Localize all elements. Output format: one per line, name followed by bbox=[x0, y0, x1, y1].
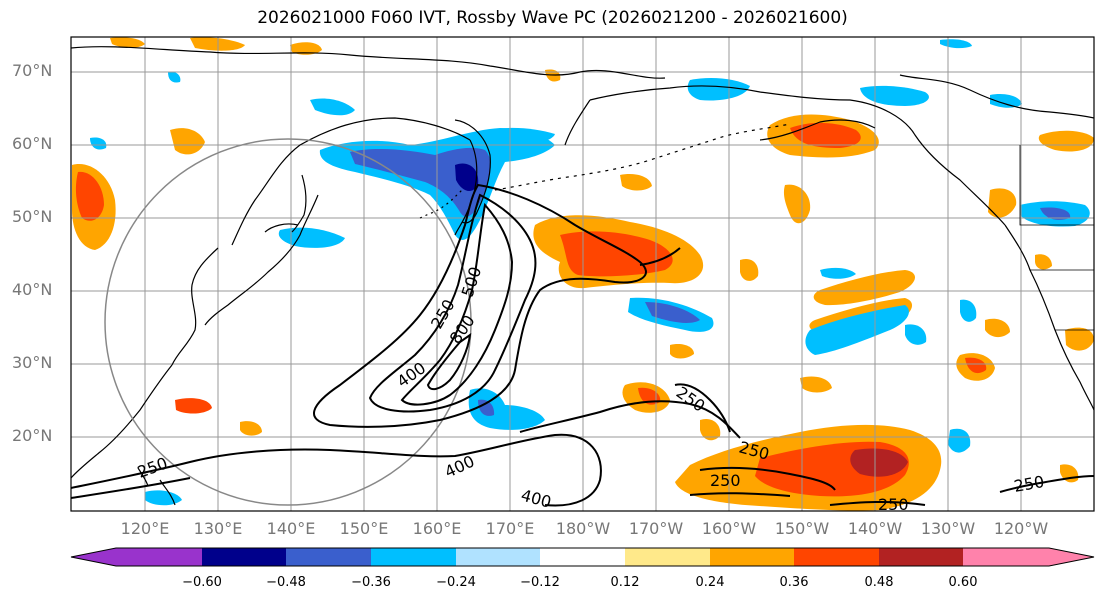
colorbar-segment bbox=[456, 548, 540, 566]
colorbar-segment bbox=[710, 548, 794, 566]
lon-label: 140°W bbox=[847, 519, 903, 538]
colorbar-tick-label: 0.12 bbox=[610, 575, 640, 590]
lon-label: 120°W bbox=[993, 519, 1049, 538]
colorbar-tick-label: −0.48 bbox=[266, 575, 306, 590]
great-circle bbox=[104, 138, 472, 506]
colorbar-extend-left bbox=[71, 548, 116, 566]
colorbar-segment bbox=[879, 548, 963, 566]
colorbar-outline bbox=[70, 547, 1095, 567]
colorbar-segment bbox=[794, 548, 879, 566]
colorbar-extend-right bbox=[1049, 548, 1094, 566]
lon-label: 120°E bbox=[120, 519, 170, 538]
colorbar-tick-label: 0.60 bbox=[948, 575, 978, 590]
colorbar-tick-label: −0.60 bbox=[182, 575, 222, 590]
lat-label: 70°N bbox=[12, 61, 53, 80]
colorbar-segment bbox=[202, 548, 286, 566]
lon-label: 150°W bbox=[774, 519, 830, 538]
lat-label: 20°N bbox=[12, 426, 53, 445]
lon-label: 130°E bbox=[193, 519, 243, 538]
contour-label: 250 bbox=[878, 495, 909, 514]
colorbar-tick-label: −0.12 bbox=[520, 575, 560, 590]
colorbar-tick-label: 0.24 bbox=[695, 575, 725, 590]
lon-label: 140°E bbox=[266, 519, 316, 538]
lon-label: 170°W bbox=[628, 519, 684, 538]
contour-label: 250 bbox=[710, 471, 741, 490]
lon-label: 150°E bbox=[339, 519, 389, 538]
map-frame bbox=[70, 36, 1095, 512]
lon-label: 160°W bbox=[701, 519, 757, 538]
lon-label: 170°E bbox=[485, 519, 535, 538]
colorbar-tick-label: −0.24 bbox=[436, 575, 476, 590]
coastlines bbox=[71, 46, 1094, 506]
colorbar-segment bbox=[116, 548, 202, 566]
colorbar-segment bbox=[540, 548, 625, 566]
map-title: 2026021000 F060 IVT, Rossby Wave PC (202… bbox=[257, 8, 848, 28]
ivt-contours bbox=[71, 183, 1094, 507]
lat-label: 30°N bbox=[12, 353, 53, 372]
lon-label: 180°W bbox=[555, 519, 611, 538]
colorbar bbox=[70, 547, 1095, 567]
colorbar-segment bbox=[371, 548, 456, 566]
lon-label: 160°E bbox=[412, 519, 462, 538]
colorbar-tick-label: 0.48 bbox=[864, 575, 894, 590]
colorbar-segment bbox=[286, 548, 371, 566]
lon-label: 130°W bbox=[920, 519, 976, 538]
lat-label: 50°N bbox=[12, 207, 53, 226]
colorbar-segment bbox=[963, 548, 1049, 566]
colorbar-tick-label: −0.36 bbox=[351, 575, 391, 590]
colorbar-segment bbox=[625, 548, 710, 566]
lat-label: 60°N bbox=[12, 134, 53, 153]
lat-label: 40°N bbox=[12, 280, 53, 299]
colorbar-tick-label: 0.36 bbox=[779, 575, 809, 590]
